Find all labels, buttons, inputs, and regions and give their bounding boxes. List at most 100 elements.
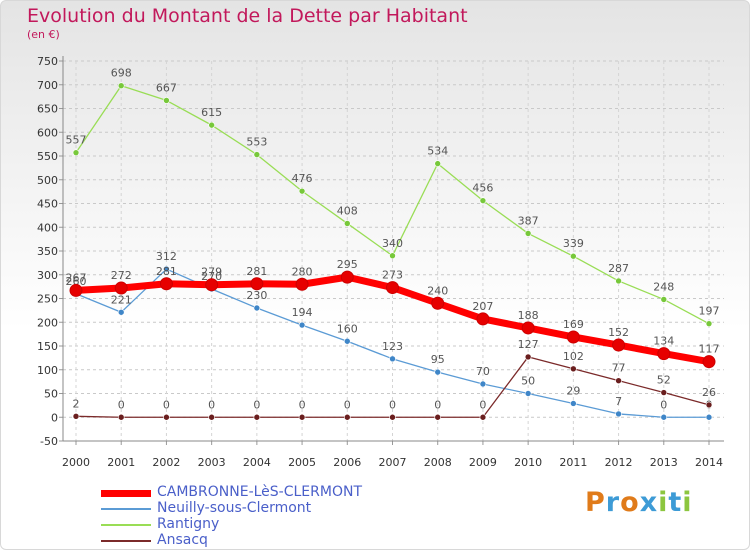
data-label: 0 xyxy=(434,398,441,411)
data-label: 248 xyxy=(653,280,674,293)
data-point xyxy=(72,149,80,156)
data-point xyxy=(389,252,396,260)
data-label: 240 xyxy=(427,284,448,297)
data-label: 95 xyxy=(431,353,445,366)
data-label: 52 xyxy=(657,374,671,387)
x-tick-label: 2013 xyxy=(650,456,678,469)
data-point xyxy=(208,413,215,421)
y-tick-label: 500 xyxy=(37,174,58,187)
data-label: 387 xyxy=(518,214,539,227)
data-point xyxy=(298,321,306,329)
logo-letter: o xyxy=(620,487,640,518)
data-label: 698 xyxy=(111,67,132,80)
data-point xyxy=(163,265,170,273)
x-tick-label: 2002 xyxy=(152,456,180,469)
data-point xyxy=(117,308,125,316)
data-label: 295 xyxy=(337,258,358,271)
legend-label-cambronne: CAMBRONNE-LèS-CLERMONT xyxy=(157,484,363,500)
y-tick-label: 400 xyxy=(37,221,58,234)
legend-swatch-neuilly xyxy=(101,508,151,510)
data-label: 207 xyxy=(472,300,493,313)
legend-label-neuilly: Neuilly-sous-Clermont xyxy=(157,500,312,516)
data-label: 230 xyxy=(246,289,267,302)
data-point xyxy=(386,281,399,295)
legend-swatch-ansacq xyxy=(101,540,151,542)
data-point xyxy=(570,252,577,260)
chart-subtitle: (en €) xyxy=(27,28,60,41)
y-tick-label: 0 xyxy=(51,411,58,424)
data-point xyxy=(205,278,219,292)
data-label: 152 xyxy=(608,326,629,339)
y-tick-label: 200 xyxy=(37,316,58,329)
data-label: 0 xyxy=(479,398,486,411)
data-label: 340 xyxy=(382,237,403,250)
data-point xyxy=(343,413,351,421)
y-tick-label: 750 xyxy=(37,55,58,68)
data-label: 273 xyxy=(382,269,403,282)
y-tick-label: 600 xyxy=(37,126,58,139)
data-point xyxy=(705,413,713,421)
data-label: 0 xyxy=(344,398,351,411)
legend-swatch-cambronne xyxy=(101,490,151,497)
data-label: 667 xyxy=(156,81,177,94)
data-label: 0 xyxy=(660,398,667,411)
data-label: 615 xyxy=(201,106,222,119)
data-point xyxy=(612,338,626,352)
proxiti-logo: Proxiti xyxy=(585,487,693,518)
data-point xyxy=(298,413,306,421)
x-tick-label: 2005 xyxy=(288,456,316,469)
data-label: 7 xyxy=(615,395,622,408)
data-point xyxy=(524,230,532,237)
data-point xyxy=(705,401,713,409)
data-label: 77 xyxy=(612,362,626,375)
data-point xyxy=(69,283,83,297)
data-label: 0 xyxy=(163,398,170,411)
data-label: 272 xyxy=(111,269,132,282)
data-point xyxy=(159,277,173,291)
data-label: 456 xyxy=(472,182,493,195)
y-tick-label: -50 xyxy=(40,435,58,448)
data-point xyxy=(660,389,668,396)
data-label: 270 xyxy=(201,270,222,283)
data-label: 287 xyxy=(608,262,629,275)
data-label: 197 xyxy=(699,305,720,318)
data-label: 134 xyxy=(653,335,674,348)
data-point xyxy=(434,368,442,376)
data-point xyxy=(479,380,487,388)
y-tick-label: 100 xyxy=(37,364,58,377)
data-label: 339 xyxy=(563,237,584,250)
data-point xyxy=(253,304,261,312)
data-point xyxy=(570,365,577,373)
legend-swatch-rantigny xyxy=(101,524,151,526)
legend-label-ansacq: Ansacq xyxy=(157,532,208,548)
logo-letter: r xyxy=(605,487,621,518)
data-point xyxy=(250,277,264,291)
data-label: 0 xyxy=(253,398,260,411)
data-label: 102 xyxy=(563,350,584,363)
data-point xyxy=(253,413,261,421)
data-point xyxy=(72,412,80,420)
data-point xyxy=(660,413,668,421)
data-label: 557 xyxy=(66,134,87,147)
data-label: 29 xyxy=(566,384,580,397)
data-label: 553 xyxy=(246,136,267,149)
x-tick-label: 2003 xyxy=(198,456,226,469)
data-label: 188 xyxy=(518,309,539,322)
data-point xyxy=(343,337,351,345)
data-point xyxy=(615,410,622,418)
data-point xyxy=(340,270,354,284)
x-tick-label: 2004 xyxy=(243,456,271,469)
data-label: 169 xyxy=(563,318,584,331)
data-point xyxy=(657,347,671,361)
x-tick-label: 2008 xyxy=(424,456,452,469)
data-label: 117 xyxy=(699,343,720,356)
data-point xyxy=(566,330,580,344)
x-tick-label: 2009 xyxy=(469,456,497,469)
data-point xyxy=(389,355,396,363)
x-tick-label: 2012 xyxy=(605,456,633,469)
x-tick-label: 2010 xyxy=(514,456,542,469)
data-label: 408 xyxy=(337,204,358,217)
logo-letter: i xyxy=(682,487,693,518)
data-point xyxy=(615,377,622,384)
data-label: 70 xyxy=(476,365,490,378)
